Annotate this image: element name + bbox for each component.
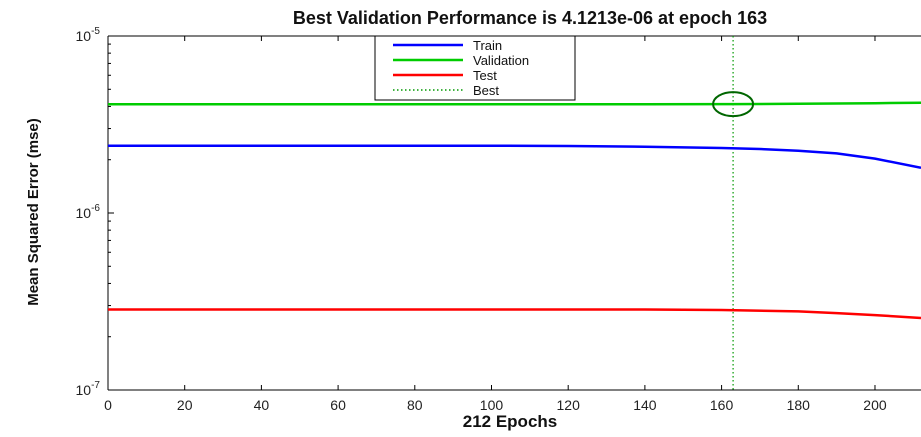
x-tick-label: 200 [863, 397, 887, 413]
y-axis-label: Mean Squared Error (mse) [25, 118, 42, 306]
x-tick-label: 60 [330, 397, 346, 413]
x-tick-label: 120 [557, 397, 581, 413]
y-tick-label: 10-6 [76, 203, 101, 221]
legend-label-test: Test [473, 68, 497, 83]
legend-box [374, 35, 576, 101]
best-point-marker [712, 91, 755, 118]
y-tick-label: 10-5 [76, 26, 101, 44]
x-tick-label: 20 [177, 397, 193, 413]
x-tick-label: 80 [407, 397, 423, 413]
y-tick-label: 10-7 [76, 380, 101, 398]
series-line-validation [108, 101, 921, 106]
chart-title: Best Validation Performance is 4.1213e-0… [293, 8, 767, 28]
x-tick-label: 100 [480, 397, 504, 413]
x-tick-label: 160 [710, 397, 734, 413]
legend-label-best: Best [473, 83, 499, 98]
x-tick-label: 180 [787, 397, 811, 413]
x-tick-label: 40 [254, 397, 270, 413]
x-tick-label: 140 [633, 397, 657, 413]
x-axis-label: 212 Epochs [463, 412, 558, 431]
legend-label-validation: Validation [473, 53, 529, 68]
series-line-train [108, 144, 921, 170]
series-line-test [108, 308, 921, 320]
chart-marks [108, 36, 921, 390]
legend-label-train: Train [473, 38, 502, 53]
plot-area: 0 20 40 60 80 100 120 140 160 180 200 10-5 10-6 10-7 [76, 26, 921, 413]
x-tick-label: 0 [104, 397, 112, 413]
